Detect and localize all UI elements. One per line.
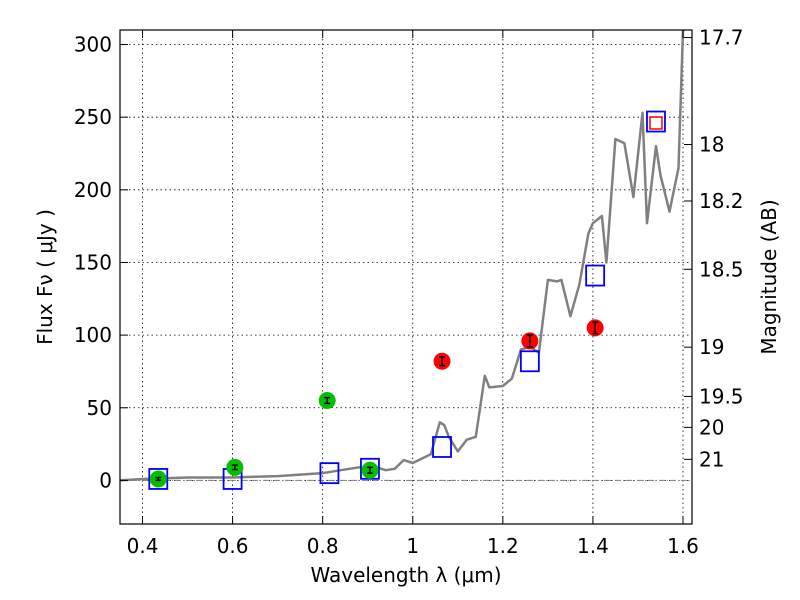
x-tick-label: 0.6 (217, 534, 249, 558)
model-box (585, 264, 606, 287)
y-tick-label: 250 (74, 105, 112, 129)
model-box (432, 436, 452, 458)
model-box (519, 350, 540, 373)
right-tick-label: 17.7 (699, 26, 744, 50)
x-tick-label: 0.4 (127, 534, 159, 558)
x-tick-label: 1.4 (577, 534, 609, 558)
y-tick-label: 300 (74, 33, 112, 57)
right-tick-label: 18.2 (699, 189, 744, 213)
right-tick-label: 20 (699, 415, 724, 439)
right-tick-label: 18 (699, 132, 724, 156)
right-tick-label: 21 (699, 447, 724, 471)
right-tick-label: 19.5 (699, 384, 744, 408)
plot-frame (119, 29, 693, 525)
right-tick-label: 18.5 (699, 257, 744, 281)
right-axis-label: Magnitude (AB) (757, 199, 781, 354)
x-tick-label: 1.2 (487, 534, 519, 558)
model-box (360, 457, 380, 480)
y-tick-label: 150 (74, 250, 112, 274)
upper-limit-marker (649, 116, 663, 130)
data-layer (120, 30, 692, 490)
right-tick-label: 19 (699, 335, 724, 359)
grid-layer (120, 30, 692, 524)
x-axis-label: Wavelength λ (μm) (310, 563, 501, 587)
x-tick-label: 0.8 (307, 534, 339, 558)
y-tick-label: 50 (87, 396, 112, 420)
spectrum-line (120, 30, 685, 482)
tick-layer: 0.4 0.6 0.8 1 1.2 1.4 1.6 0 50 100 150 200 250 300 17.… (74, 26, 744, 558)
x-tick-label: 1.6 (667, 534, 699, 558)
model-box (319, 462, 340, 485)
y-tick-label: 100 (74, 323, 112, 347)
y-tick-label: 200 (74, 178, 112, 202)
model-box (646, 110, 666, 133)
y-axis-label: Flux Fν ( μJy ) (33, 209, 57, 345)
x-tick-label: 1 (406, 534, 419, 558)
model-box (148, 468, 169, 490)
y-tick-label: 0 (99, 468, 112, 492)
